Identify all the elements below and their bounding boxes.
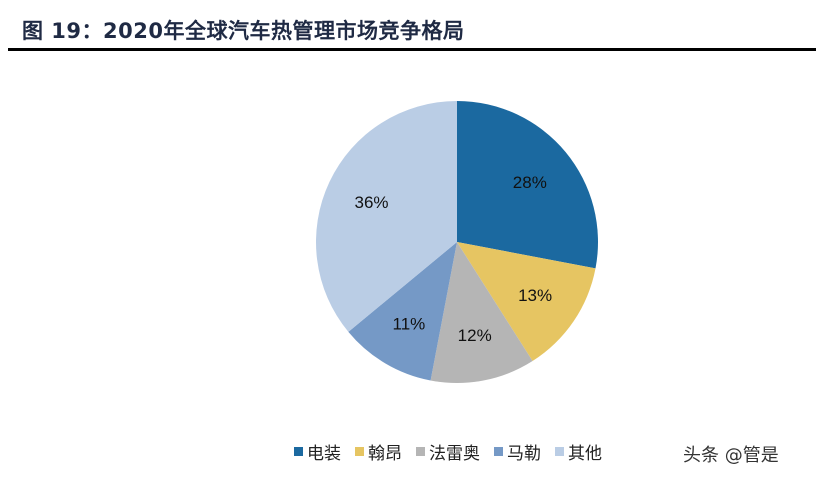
pie-slice-0 bbox=[457, 101, 598, 269]
title-divider bbox=[8, 48, 816, 51]
legend-label: 翰昂 bbox=[368, 444, 402, 464]
pie-slices bbox=[315, 100, 598, 383]
legend-item-hanon: 翰昂 bbox=[355, 439, 402, 464]
legend-label: 法雷奥 bbox=[429, 444, 480, 464]
legend-swatch bbox=[494, 447, 503, 456]
slice-label: 28% bbox=[513, 173, 547, 192]
legend-swatch bbox=[294, 447, 303, 456]
legend: 电装 翰昂 法雷奥 马勒 其他 bbox=[294, 439, 616, 464]
pie-labels: 28% 13% 12% 11% 36% bbox=[354, 173, 552, 345]
legend-item-mahle: 马勒 bbox=[494, 439, 541, 464]
legend-swatch bbox=[355, 447, 364, 456]
slice-label: 13% bbox=[518, 286, 552, 305]
legend-item-denso: 电装 bbox=[294, 439, 341, 464]
slice-label: 36% bbox=[354, 193, 388, 212]
watermark: 头条 @管是 bbox=[683, 445, 779, 466]
legend-label: 其他 bbox=[568, 444, 602, 464]
pie-slice-1 bbox=[457, 242, 596, 362]
slice-label: 12% bbox=[458, 326, 492, 345]
pie-slice-4 bbox=[315, 100, 457, 332]
legend-item-valeo: 法雷奥 bbox=[416, 439, 480, 464]
legend-item-others: 其他 bbox=[555, 439, 602, 464]
legend-swatch bbox=[555, 447, 564, 456]
legend-swatch bbox=[416, 447, 425, 456]
slice-label: 11% bbox=[393, 314, 426, 333]
figure-title: 图 19：2020年全球汽车热管理市场竞争格局 bbox=[22, 19, 465, 43]
pie-slice-3 bbox=[348, 242, 457, 381]
legend-label: 电装 bbox=[307, 444, 341, 464]
pie-slice-2 bbox=[430, 242, 533, 383]
legend-label: 马勒 bbox=[507, 444, 541, 464]
